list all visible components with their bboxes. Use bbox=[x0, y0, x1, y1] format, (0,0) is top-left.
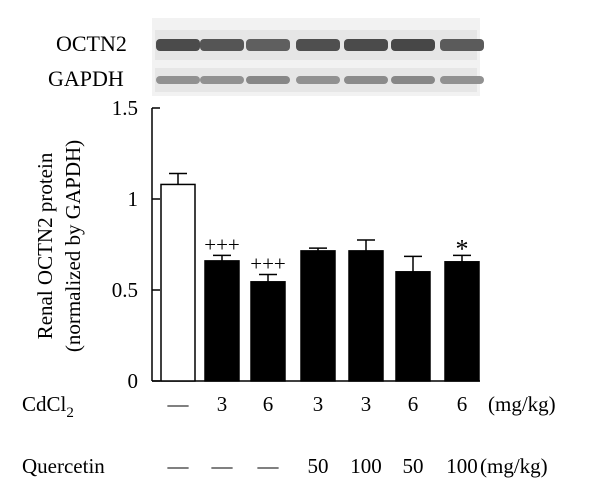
blot-band bbox=[296, 76, 340, 84]
treatment-value: 3 bbox=[361, 392, 372, 416]
blot-band bbox=[246, 39, 290, 51]
blot-band bbox=[344, 76, 388, 84]
blot-band bbox=[156, 76, 200, 84]
blot-label-gapdh: GAPDH bbox=[48, 66, 124, 91]
treatment-value: 3 bbox=[313, 392, 324, 416]
y-tick-label: 1 bbox=[128, 187, 139, 211]
quercetin-unit: (mg/kg) bbox=[480, 454, 548, 478]
blot-label-octn2: OCTN2 bbox=[56, 31, 127, 56]
blot-band bbox=[246, 76, 290, 84]
blot-band bbox=[440, 76, 484, 84]
blot-band bbox=[200, 76, 244, 84]
blot-band bbox=[391, 39, 435, 51]
treatment-value: — bbox=[167, 454, 190, 478]
bar bbox=[204, 260, 240, 382]
treatment-value: — bbox=[167, 392, 190, 416]
blot-band bbox=[296, 39, 340, 51]
bar bbox=[250, 281, 286, 382]
y-tick-label: 0 bbox=[128, 369, 139, 393]
treatment-value: 3 bbox=[217, 392, 228, 416]
y-ticks: 0 0.5 1 1.5 bbox=[112, 96, 160, 393]
bar bbox=[300, 250, 336, 382]
y-tick-label: 1.5 bbox=[112, 96, 138, 120]
treatment-value: 6 bbox=[457, 392, 468, 416]
blot-band bbox=[344, 39, 388, 51]
bar bbox=[444, 261, 480, 382]
treatment-value: — bbox=[257, 454, 280, 478]
bar bbox=[395, 271, 431, 382]
western-blot bbox=[152, 18, 484, 96]
y-tick-label: 0.5 bbox=[112, 278, 138, 302]
blot-band bbox=[156, 39, 200, 51]
significance-label: +++ bbox=[204, 232, 240, 256]
treatment-value: 6 bbox=[408, 392, 419, 416]
cdcl2-unit: (mg/kg) bbox=[488, 392, 556, 416]
blot-band bbox=[200, 39, 244, 51]
cdcl2-label: CdCl2 bbox=[22, 392, 74, 421]
y-axis-title-line2: (normalized by GAPDH) bbox=[61, 140, 85, 352]
significance-label: +++ bbox=[250, 252, 286, 276]
cdcl2-values: — 3 6 3 3 6 6 bbox=[167, 392, 468, 416]
treatment-value: 50 bbox=[403, 454, 424, 478]
blot-band bbox=[440, 39, 484, 51]
significance-label: * bbox=[456, 234, 469, 263]
treatment-value: 6 bbox=[263, 392, 274, 416]
y-axis-title-line1: Renal OCTN2 protein bbox=[33, 152, 57, 339]
quercetin-values: — — — 50 100 50 100 bbox=[167, 454, 478, 478]
treatment-value: 100 bbox=[446, 454, 478, 478]
treatment-value: 100 bbox=[350, 454, 382, 478]
bar bbox=[348, 250, 384, 382]
bars: +++ +++ * bbox=[160, 172, 480, 382]
bar bbox=[160, 183, 196, 382]
quercetin-label: Quercetin bbox=[22, 454, 105, 478]
treatment-value: — bbox=[211, 454, 234, 478]
treatment-value: 50 bbox=[308, 454, 329, 478]
blot-band bbox=[391, 76, 435, 84]
